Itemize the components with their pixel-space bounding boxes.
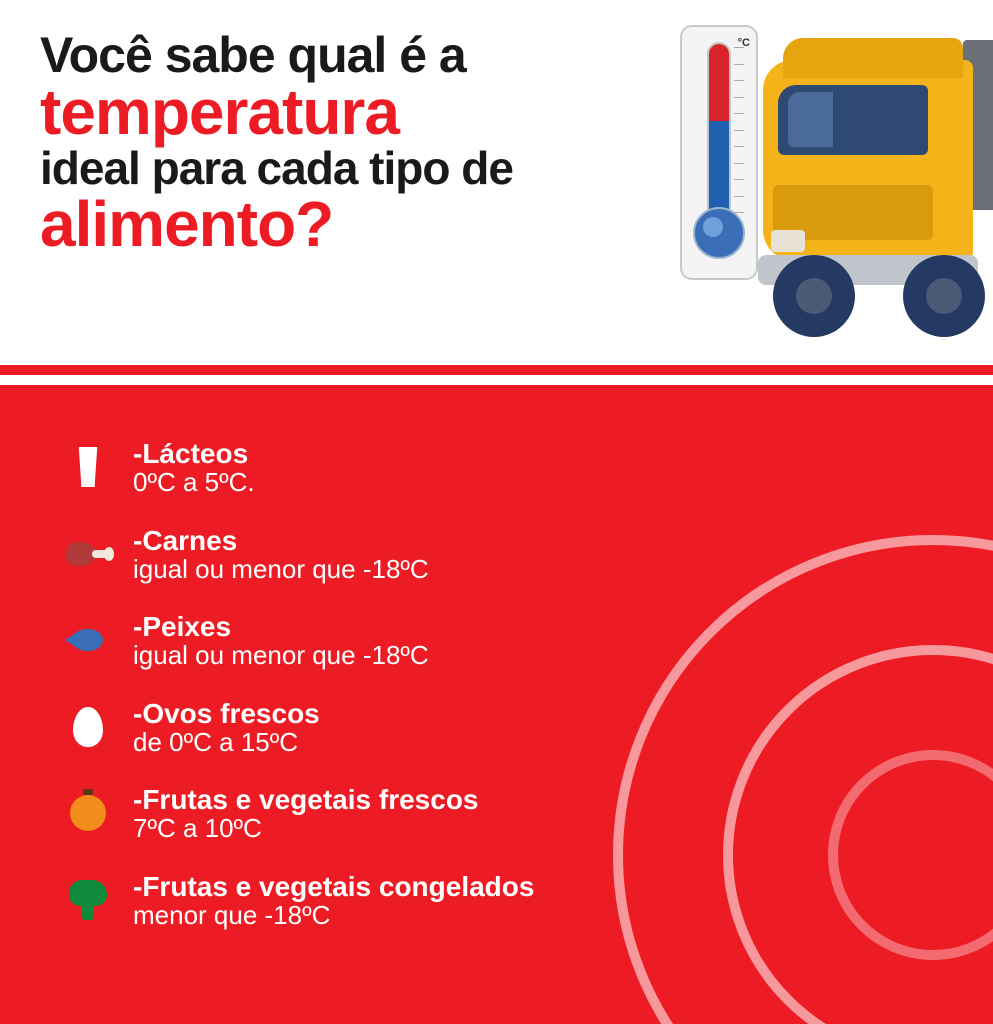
egg-icon xyxy=(65,704,111,750)
list-item-text: Frutas e vegetais congelados menor que -… xyxy=(133,873,534,930)
thermometer-bulb xyxy=(693,207,745,259)
red-panel: Lácteos 0ºC a 5ºC. Carnes igual ou menor… xyxy=(0,385,993,1024)
truck-headlight xyxy=(771,230,805,252)
list-item: Peixes igual ou menor que -18ºC xyxy=(65,613,993,670)
list-item-text: Frutas e vegetais frescos 7ºC a 10ºC xyxy=(133,786,479,843)
infographic-page: Você sabe qual é a temperatura ideal par… xyxy=(0,0,993,1024)
food-temperature-list: Lácteos 0ºC a 5ºC. Carnes igual ou menor… xyxy=(0,385,993,930)
list-item: Carnes igual ou menor que -18ºC xyxy=(65,527,993,584)
item-range: de 0ºC a 15ºC xyxy=(133,728,320,757)
orange-icon xyxy=(65,790,111,836)
list-item: Frutas e vegetais congelados menor que -… xyxy=(65,873,993,930)
truck-windshield-shine xyxy=(788,92,833,147)
item-range: 7ºC a 10ºC xyxy=(133,814,479,843)
header: Você sabe qual é a temperatura ideal par… xyxy=(0,0,993,365)
broccoli-icon xyxy=(65,877,111,923)
item-name: Ovos frescos xyxy=(133,700,320,728)
item-range: menor que -18ºC xyxy=(133,901,534,930)
list-item-text: Lácteos 0ºC a 5ºC. xyxy=(133,440,255,497)
truck-wheel-rear xyxy=(903,255,985,337)
milk-glass-icon xyxy=(65,444,111,490)
divider-bar-red xyxy=(0,365,993,375)
list-item-text: Peixes igual ou menor que -18ºC xyxy=(133,613,429,670)
fish-icon xyxy=(65,617,111,663)
list-item-text: Ovos frescos de 0ºC a 15ºC xyxy=(133,700,320,757)
divider-bar-gap xyxy=(0,375,993,385)
truck-cab-top xyxy=(783,38,963,78)
item-name: Carnes xyxy=(133,527,429,555)
item-range: igual ou menor que -18ºC xyxy=(133,555,429,584)
item-range: igual ou menor que -18ºC xyxy=(133,641,429,670)
thermometer-fill-cold xyxy=(709,121,729,215)
thermometer-fill-hot xyxy=(709,44,729,121)
thermometer-ticks xyxy=(734,47,744,212)
item-range: 0ºC a 5ºC. xyxy=(133,468,255,497)
truck-hub xyxy=(796,278,832,314)
list-item-text: Carnes igual ou menor que -18ºC xyxy=(133,527,429,584)
list-item: Lácteos 0ºC a 5ºC. xyxy=(65,440,993,497)
item-name: Lácteos xyxy=(133,440,255,468)
truck-hub xyxy=(926,278,962,314)
thermometer-icon: °C xyxy=(680,25,758,280)
item-name: Frutas e vegetais frescos xyxy=(133,786,479,814)
item-name: Peixes xyxy=(133,613,429,641)
thermometer-bulb-shine xyxy=(703,217,723,237)
meat-icon xyxy=(65,531,111,577)
thermometer-tube xyxy=(707,42,731,217)
list-item: Ovos frescos de 0ºC a 15ºC xyxy=(65,700,993,757)
truck-icon xyxy=(753,30,993,320)
list-item: Frutas e vegetais frescos 7ºC a 10ºC xyxy=(65,786,993,843)
truck-wheel-front xyxy=(773,255,855,337)
item-name: Frutas e vegetais congelados xyxy=(133,873,534,901)
